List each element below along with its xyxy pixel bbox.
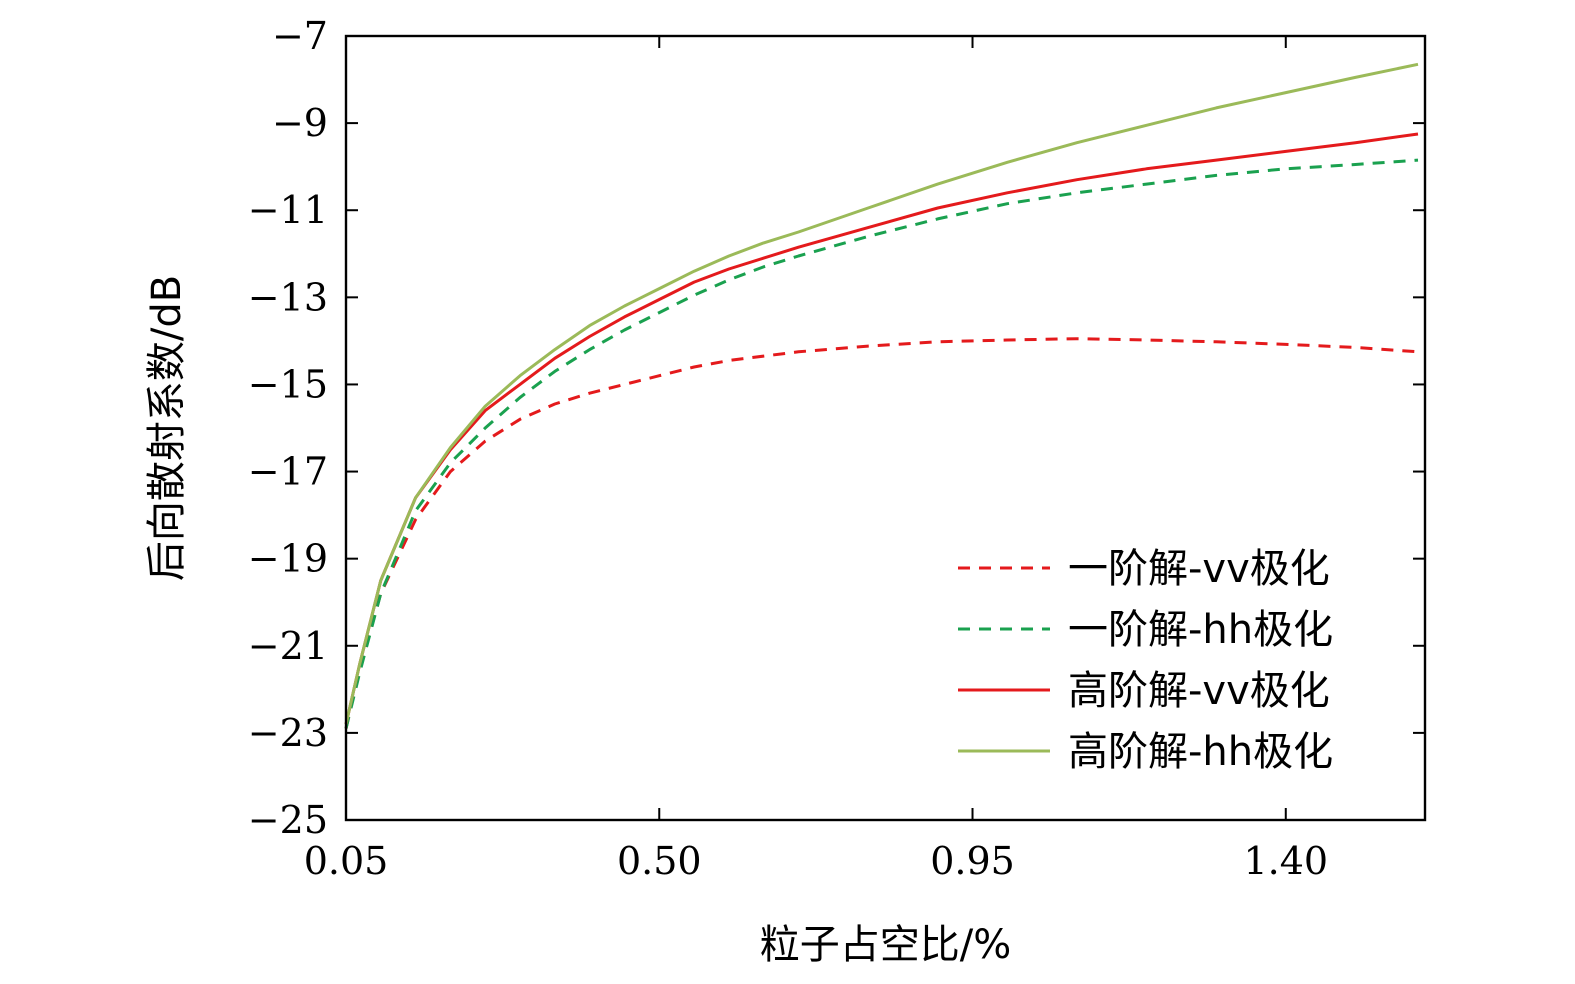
legend-label-2: 一阶解-hh极化 (1068, 607, 1333, 653)
y-tick-label: −13 (248, 275, 328, 319)
x-tick-label: 0.95 (930, 839, 1015, 883)
series-line-4 (344, 62, 1419, 725)
y-axis-title: 后向散射系数/dB (144, 275, 190, 581)
y-tick-label: −21 (248, 624, 328, 668)
x-tick-label: 1.40 (1243, 839, 1328, 883)
plot-frame (344, 34, 1427, 822)
series-layer (344, 62, 1419, 729)
series-line-1 (344, 337, 1419, 729)
legend-label-3: 高阶解-vv极化 (1068, 668, 1330, 714)
y-tick-label: −15 (248, 362, 328, 406)
ticks-layer: 0.05 0.50 0.95 1.40 −25 −23 −21 −19 −17 −15 −13 −11… (248, 14, 1425, 883)
legend-label-1: 一阶解-vv极化 (1068, 546, 1330, 592)
y-tick-label: −11 (248, 188, 328, 232)
x-axis-title: 粒子占空比/% (760, 922, 1011, 968)
y-tick-label: −23 (248, 711, 328, 755)
y-tick-label: −9 (272, 101, 328, 145)
y-tick-label: −19 (248, 537, 328, 581)
y-tick-label: −25 (248, 798, 328, 842)
x-tick-label: 0.50 (617, 839, 702, 883)
series-line-2 (344, 158, 1419, 729)
y-tick-label: −7 (272, 14, 328, 58)
y-tick-label: −17 (248, 450, 328, 494)
x-tick-label: 0.05 (304, 839, 389, 883)
legend-label-4: 高阶解-hh极化 (1068, 729, 1333, 775)
